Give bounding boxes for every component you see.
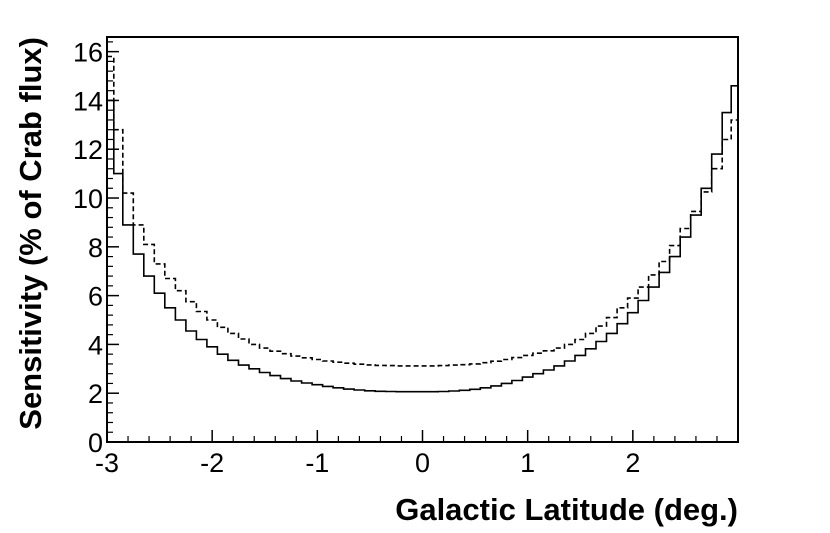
series-line-solid xyxy=(107,85,738,393)
x-tick-label: -1 xyxy=(305,448,329,478)
y-tick-label: 4 xyxy=(88,330,103,360)
x-tick-label: 0 xyxy=(415,448,430,478)
x-tick-label: 1 xyxy=(520,448,535,478)
y-axis-title: Sensitivity (% of Crab flux) xyxy=(13,37,48,430)
y-tick-label: 14 xyxy=(73,86,103,116)
plot-frame xyxy=(106,36,739,443)
y-tick-label: 6 xyxy=(88,282,103,312)
y-tick-label: 2 xyxy=(88,379,103,409)
series-line-dashed xyxy=(107,55,738,367)
y-tick-label: 10 xyxy=(73,184,103,214)
x-tick-label: 2 xyxy=(625,448,640,478)
x-tick-label: -3 xyxy=(95,448,119,478)
y-tick-label: 12 xyxy=(73,135,103,165)
y-tick-label: 0 xyxy=(88,428,103,458)
ticks-layer xyxy=(106,41,718,443)
y-tick-label: 8 xyxy=(88,233,103,263)
series-layer xyxy=(107,55,738,393)
x-axis-title: Galactic Latitude (deg.) xyxy=(395,492,738,527)
y-tick-label: 16 xyxy=(73,38,103,68)
x-tick-label: -2 xyxy=(200,448,224,478)
